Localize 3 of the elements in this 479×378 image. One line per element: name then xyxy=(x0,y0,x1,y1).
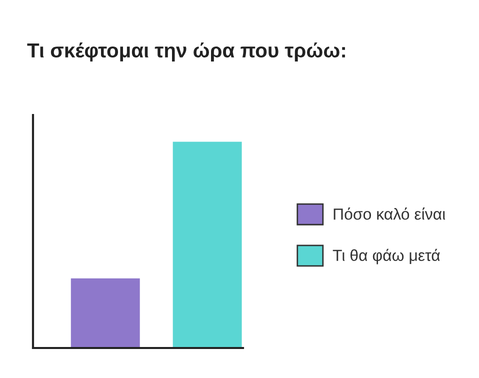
legend-label: Τι θα φάω μετά xyxy=(332,248,440,264)
chart-title: Τι σκέφτομαι την ώρα που τρώω: xyxy=(27,42,345,62)
legend-label: Πόσο καλό είναι xyxy=(334,208,446,220)
